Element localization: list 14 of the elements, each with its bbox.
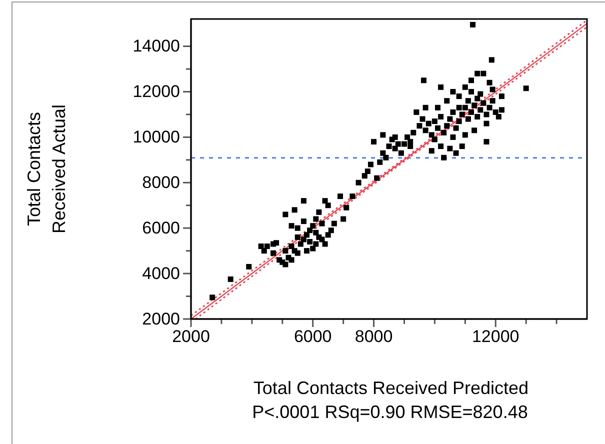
y-tick-label: 14000 [132, 36, 180, 56]
y-tick-label: 10000 [132, 128, 180, 147]
text: P<.0001 RSq=0.90 RMSE=820.48 [252, 402, 528, 422]
x-tick-label: 6000 [294, 327, 332, 346]
y-axis-title: Total Contacts Received Actual [24, 104, 69, 234]
y-tick-label: 4000 [142, 264, 180, 283]
x-tick-label: 12000 [472, 327, 520, 346]
x-tick-label: 2000 [172, 327, 210, 346]
y-tick-label: 8000 [142, 173, 180, 192]
x-axis-title: Total Contacts Received Predicted [253, 378, 529, 398]
y-tick-label: 12000 [132, 82, 180, 102]
y-tick-label: 6000 [142, 218, 180, 238]
x-tick-label: 8000 [354, 327, 393, 346]
y-tick-label: 2000 [142, 309, 180, 328]
